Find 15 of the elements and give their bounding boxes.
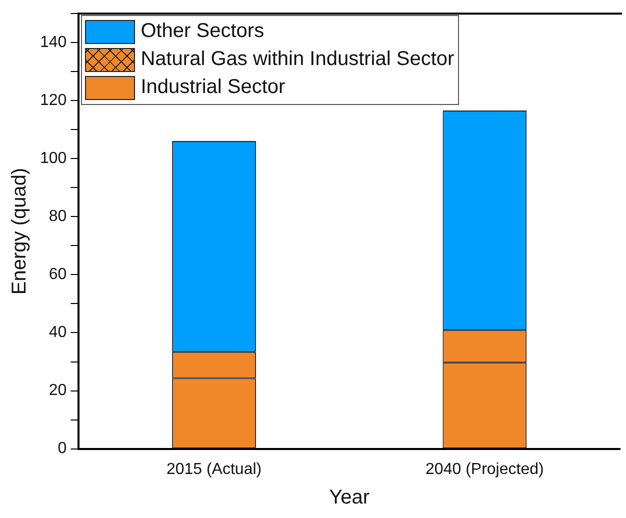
y-tick-label: 80 (48, 208, 67, 226)
y-tick-label: 140 (40, 34, 67, 52)
y-tick-label: 120 (40, 92, 67, 110)
x-axis-title: Year (329, 486, 370, 509)
legend-label: Natural Gas within Industrial Sector (140, 48, 454, 72)
y-axis-title: Energy (quad) (8, 168, 31, 295)
x-tick-label: 2015 (Actual) (166, 460, 262, 478)
y-tick-label: 60 (48, 266, 67, 284)
y-tick-label: 40 (48, 324, 67, 342)
legend-label: Other Sectors (140, 20, 264, 44)
legend-label: Industrial Sector (140, 76, 286, 100)
y-tick-label: 100 (40, 150, 67, 168)
y-tick-label: 20 (48, 382, 67, 400)
y-tick-label: 0 (58, 440, 67, 458)
x-tick-label: 2040 (Projected) (426, 460, 544, 478)
